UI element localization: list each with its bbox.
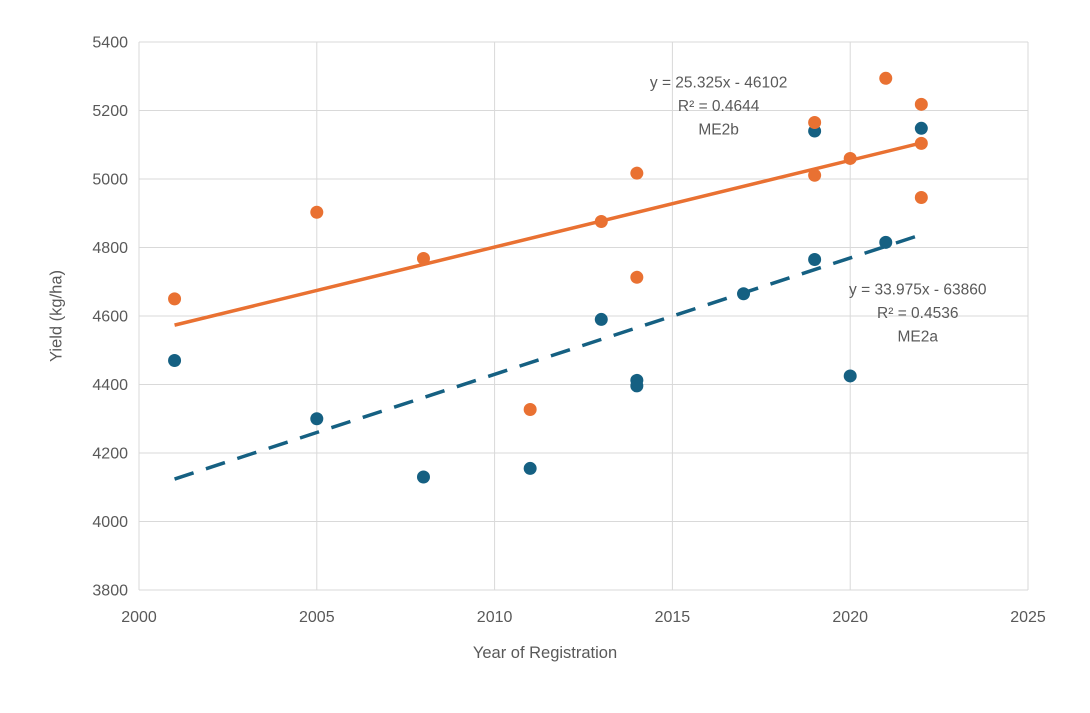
trendline-annotation-ME2b-line2: R² = 0.4644 [678,98,760,115]
series-ME2a: y = 33.975x - 63860 R² = 0.4536 ME2a [168,121,987,484]
data-point-ME2a [523,461,537,475]
data-point-ME2a [168,354,182,368]
trendline-annotation-ME2a-line2: R² = 0.4536 [877,305,958,322]
data-point-ME2b [914,136,928,150]
y-tick-label: 5000 [92,172,128,189]
data-point-ME2b [310,205,324,219]
y-tick-label: 4600 [92,309,128,326]
trendline-annotation-ME2a-line1: y = 33.975x - 63860 [849,281,987,298]
data-point-ME2b [630,270,644,284]
trendline-ME2a [174,233,922,481]
data-point-ME2a [630,379,644,393]
trendline-annotation-ME2b-line3: ME2b [698,121,739,138]
x-tick-label: 2020 [832,609,868,626]
data-point-ME2a [416,470,430,484]
y-tick-label: 3800 [92,583,128,600]
data-point-ME2b [630,166,644,180]
trendline-annotation-ME2a-line3: ME2a [898,328,939,345]
data-point-ME2b [523,403,537,417]
data-point-ME2a [737,287,751,301]
data-point-ME2b [914,97,928,111]
data-point-ME2b [416,251,430,265]
data-point-ME2a [808,252,822,266]
data-point-ME2a [594,312,608,326]
y-tick-label: 5400 [92,35,128,52]
data-point-ME2b [594,214,608,228]
data-point-ME2b [914,190,928,204]
data-point-ME2b [168,292,182,306]
trendline-annotation-ME2b-line1: y = 25.325x - 46102 [650,74,787,91]
y-tick-label: 5200 [92,103,128,120]
x-tick-label: 2015 [655,609,691,626]
data-point-ME2b [808,115,822,129]
data-point-ME2b [843,151,857,165]
data-point-ME2b [808,168,822,182]
x-tick-label: 2000 [121,609,157,626]
x-tick-label: 2025 [1010,609,1046,626]
data-point-ME2a [879,235,893,249]
y-tick-label: 4000 [92,514,128,531]
gridlines [138,41,1029,591]
axis-tick-labels: 3800 4000 4200 4400 4600 4800 5000 5200 5400 2000… [92,35,1045,627]
series-ME2b: y = 25.325x - 46102 R² = 0.4644 ME2b [168,71,928,417]
y-tick-label: 4400 [92,377,128,394]
data-point-ME2a [310,412,324,426]
x-axis-title: Year of Registration [473,644,617,662]
trendline-ME2b [174,141,922,327]
y-tick-label: 4200 [92,446,128,463]
x-tick-label: 2005 [299,609,335,626]
data-point-ME2a [914,121,928,135]
y-tick-label: 4800 [92,240,128,257]
x-tick-label: 2010 [477,609,513,626]
y-axis-title: Yield (kg/ha) [47,270,65,362]
data-point-ME2b [879,71,893,85]
data-point-ME2a [843,369,857,383]
